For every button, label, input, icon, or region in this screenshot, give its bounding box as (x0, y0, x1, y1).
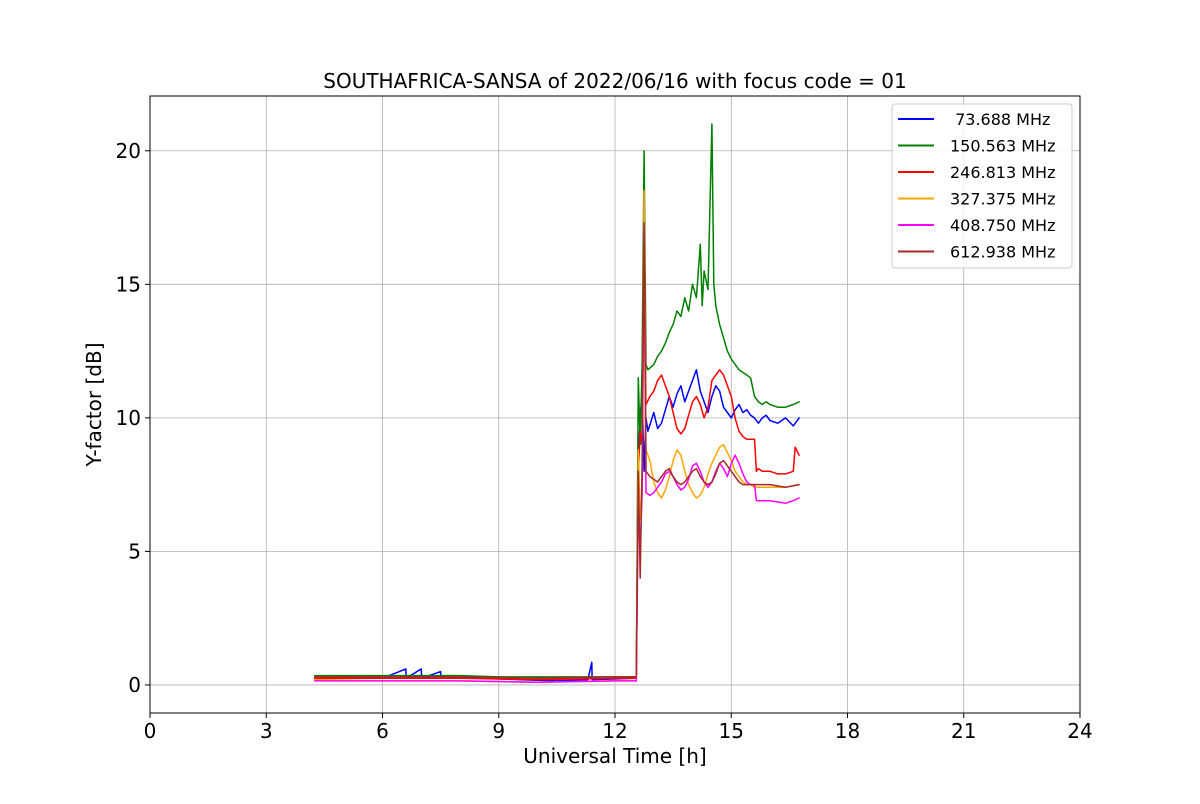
y-tick-label: 20 (116, 139, 141, 163)
legend-label: 612.938 MHz (950, 243, 1055, 262)
x-tick-label: 24 (1067, 719, 1092, 743)
x-tick-label: 18 (835, 719, 860, 743)
legend-label: 327.375 MHz (950, 190, 1055, 209)
legend-frame (891, 103, 1073, 269)
series-line-4 (313, 190, 800, 684)
x-tick-label: 3 (260, 719, 273, 743)
x-tick-label: 9 (492, 719, 505, 743)
series-layer (313, 123, 800, 684)
x-tick-label: 15 (719, 719, 744, 743)
series-line-2 (313, 123, 800, 678)
y-axis-label: Y-factor [dB] (82, 342, 106, 467)
y-tick-label: 15 (116, 272, 141, 296)
y-tick-label: 5 (128, 539, 141, 563)
legend-label: 73.688 MHz (950, 110, 1050, 129)
series-line-3 (313, 203, 800, 681)
x-tick-label: 0 (144, 719, 157, 743)
legend-label: 408.750 MHz (950, 216, 1055, 235)
series-line-1 (313, 369, 800, 682)
x-tick-label: 21 (951, 719, 976, 743)
series-line-6 (313, 222, 800, 680)
series-line-5 (313, 230, 800, 684)
legend-label: 246.813 MHz (950, 163, 1055, 182)
legend: 73.688 MHz 150.563 MHz 246.813 MHz 327.375 … (891, 103, 1073, 269)
tick-layer: 0 3 6 9 12 15 18 21 24 0 5 10 15 20 (116, 139, 1093, 743)
chart-title: SOUTHAFRICA-SANSA of 2022/06/16 with foc… (323, 69, 907, 93)
x-axis-label: Universal Time [h] (523, 744, 706, 768)
y-tick-label: 0 (128, 673, 141, 697)
y-tick-label: 10 (116, 406, 141, 430)
legend-label: 150.563 MHz (950, 137, 1055, 156)
x-tick-label: 12 (602, 719, 627, 743)
x-tick-label: 6 (376, 719, 389, 743)
legend-items: 73.688 MHz 150.563 MHz 246.813 MHz 327.375 … (898, 110, 1055, 262)
